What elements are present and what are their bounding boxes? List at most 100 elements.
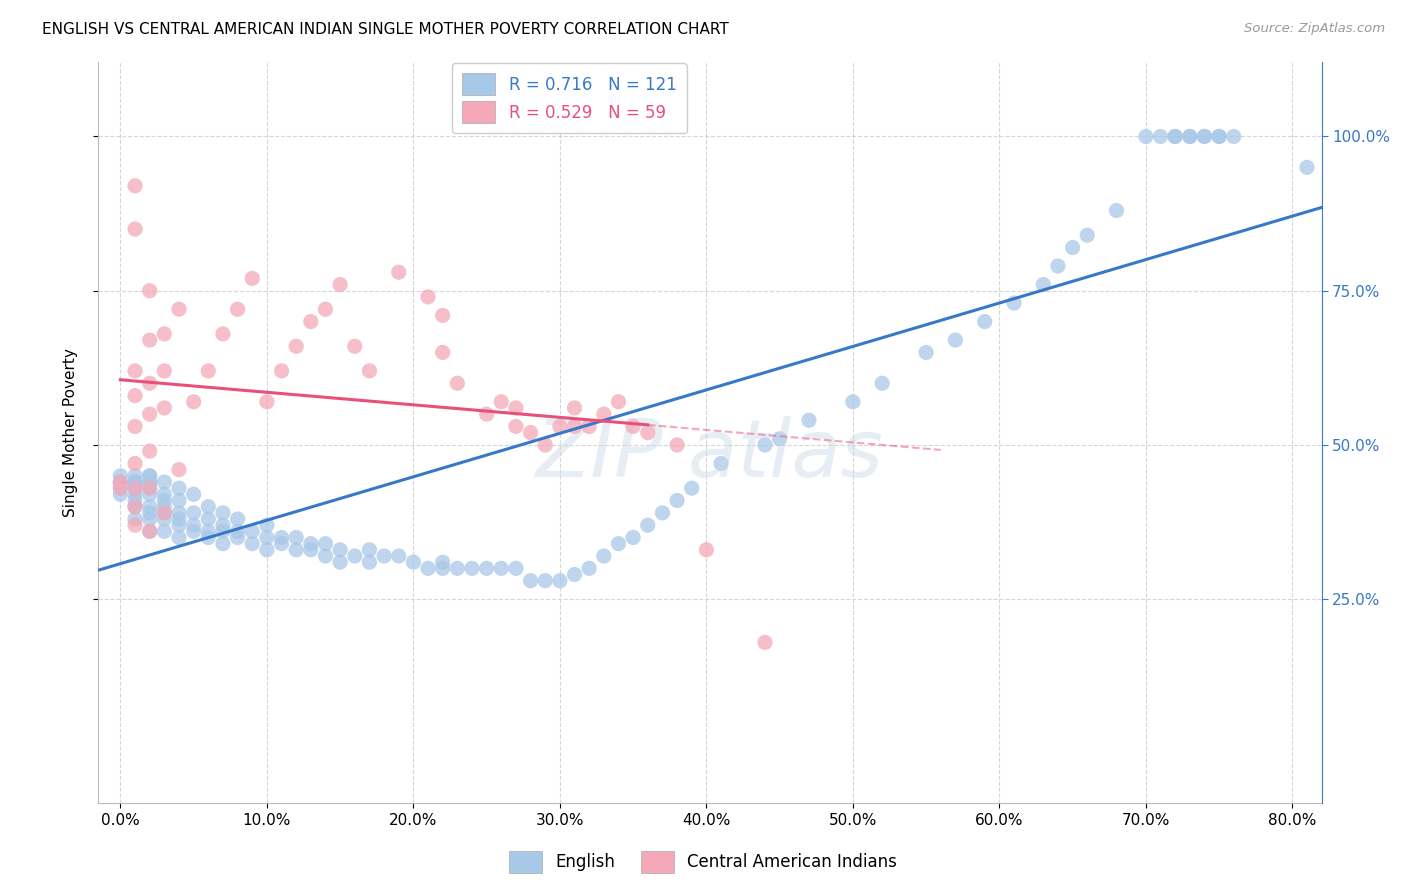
Point [124, 481, 146, 495]
Point [359, 364, 381, 378]
Point [138, 468, 160, 483]
Point [256, 531, 278, 545]
Point [256, 542, 278, 557]
Point [1149, 129, 1171, 144]
Point [695, 542, 717, 557]
Point [153, 401, 176, 415]
Point [197, 531, 219, 545]
Point [153, 364, 176, 378]
Point [1002, 296, 1025, 310]
Point [197, 500, 219, 514]
Point [945, 333, 967, 347]
Point [710, 457, 733, 471]
Point [240, 536, 263, 550]
Point [124, 389, 146, 403]
Point [124, 481, 146, 495]
Text: Source: ZipAtlas.com: Source: ZipAtlas.com [1244, 22, 1385, 36]
Point [138, 376, 160, 391]
Point [1135, 129, 1157, 144]
Point [138, 284, 160, 298]
Point [124, 475, 146, 489]
Point [637, 518, 659, 533]
Point [124, 487, 146, 501]
Point [1296, 161, 1319, 175]
Point [212, 524, 235, 539]
Point [256, 394, 278, 409]
Point [475, 407, 498, 421]
Point [240, 524, 263, 539]
Point [1194, 129, 1216, 144]
Point [256, 518, 278, 533]
Point [183, 524, 205, 539]
Point [270, 364, 292, 378]
Point [1046, 259, 1069, 273]
Point [226, 524, 249, 539]
Point [519, 574, 541, 588]
Point [505, 419, 527, 434]
Y-axis label: Single Mother Poverty: Single Mother Poverty [63, 348, 77, 517]
Point [167, 481, 190, 495]
Point [343, 549, 366, 563]
Point [285, 542, 308, 557]
Point [124, 475, 146, 489]
Point [167, 531, 190, 545]
Point [534, 438, 557, 452]
Point [138, 487, 160, 501]
Point [212, 506, 235, 520]
Point [212, 536, 235, 550]
Point [432, 309, 454, 323]
Point [621, 531, 644, 545]
Point [402, 555, 425, 569]
Point [388, 549, 411, 563]
Point [607, 536, 630, 550]
Point [1178, 129, 1201, 144]
Point [124, 419, 146, 434]
Point [153, 493, 176, 508]
Point [124, 475, 146, 489]
Text: ENGLISH VS CENTRAL AMERICAN INDIAN SINGLE MOTHER POVERTY CORRELATION CHART: ENGLISH VS CENTRAL AMERICAN INDIAN SINGL… [42, 22, 728, 37]
Point [416, 561, 439, 575]
Point [754, 438, 776, 452]
Point [870, 376, 893, 391]
Point [138, 475, 160, 489]
Point [1208, 129, 1230, 144]
Point [183, 518, 205, 533]
Point [432, 555, 454, 569]
Point [343, 339, 366, 353]
Point [329, 542, 352, 557]
Point [797, 413, 820, 427]
Point [212, 518, 235, 533]
Point [124, 512, 146, 526]
Point [153, 506, 176, 520]
Point [124, 500, 146, 514]
Point [651, 506, 673, 520]
Point [167, 506, 190, 520]
Point [153, 506, 176, 520]
Point [1208, 129, 1230, 144]
Point [314, 302, 336, 317]
Point [110, 475, 132, 489]
Point [138, 407, 160, 421]
Point [299, 536, 322, 550]
Point [153, 487, 176, 501]
Point [491, 561, 513, 575]
Point [446, 561, 468, 575]
Point [197, 364, 219, 378]
Point [446, 376, 468, 391]
Point [416, 290, 439, 304]
Point [754, 635, 776, 649]
Point [578, 419, 600, 434]
Point [285, 339, 308, 353]
Point [124, 500, 146, 514]
Point [138, 524, 160, 539]
Point [373, 549, 395, 563]
Point [842, 394, 865, 409]
Point [329, 555, 352, 569]
Point [432, 561, 454, 575]
Point [183, 487, 205, 501]
Point [167, 518, 190, 533]
Point [110, 481, 132, 495]
Point [124, 457, 146, 471]
Point [138, 475, 160, 489]
Point [432, 345, 454, 359]
